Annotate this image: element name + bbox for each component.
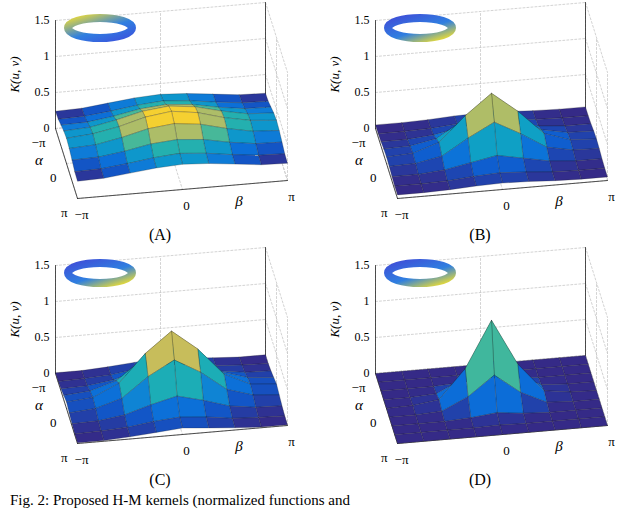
- svg-text:α: α: [355, 397, 364, 413]
- svg-text:0: 0: [370, 170, 377, 185]
- svg-text:0: 0: [44, 366, 50, 380]
- svg-text:0: 0: [370, 415, 377, 430]
- svg-text:1.5: 1.5: [355, 13, 370, 27]
- svg-text:−π: −π: [75, 207, 89, 222]
- svg-text:π: π: [608, 189, 615, 204]
- svg-text:−π: −π: [32, 135, 46, 150]
- svg-text:1: 1: [44, 294, 50, 308]
- svg-text:β: β: [554, 438, 563, 454]
- svg-text:π: π: [61, 205, 68, 220]
- svg-text:0: 0: [364, 366, 370, 380]
- svg-text:β: β: [234, 193, 243, 209]
- svg-text:−π: −π: [395, 452, 409, 467]
- html-text:(B): (B): [469, 226, 491, 243]
- svg-text:0: 0: [50, 415, 57, 430]
- svg-text:−π: −π: [352, 135, 366, 150]
- svg-text:0: 0: [44, 121, 50, 135]
- svg-text:0: 0: [364, 121, 370, 135]
- svg-text:1: 1: [364, 294, 370, 308]
- svg-text:−π: −π: [32, 380, 46, 395]
- svg-text:0: 0: [183, 198, 190, 213]
- svg-text:K(u, v): K(u, v): [7, 56, 22, 93]
- svg-text:0: 0: [183, 443, 190, 458]
- svg-text:0.5: 0.5: [355, 330, 370, 344]
- svg-text:π: π: [381, 450, 388, 465]
- svg-text:π: π: [288, 434, 295, 449]
- html-text:Fig. 2: Proposed H-M kernels (: Fig. 2: Proposed H-M kernels (normalized…: [10, 492, 350, 508]
- svg-text:π: π: [381, 205, 388, 220]
- svg-text:π: π: [288, 189, 295, 204]
- svg-text:π: π: [61, 450, 68, 465]
- html-text:(C): (C): [149, 471, 171, 488]
- svg-text:0: 0: [503, 198, 510, 213]
- svg-text:K(u, v): K(u, v): [327, 56, 342, 93]
- svg-text:1: 1: [364, 49, 370, 63]
- svg-text:−π: −π: [395, 207, 409, 222]
- svg-text:β: β: [554, 193, 563, 209]
- svg-text:0.5: 0.5: [35, 330, 50, 344]
- svg-text:β: β: [234, 438, 243, 454]
- svg-text:α: α: [355, 152, 364, 168]
- svg-text:0: 0: [50, 170, 57, 185]
- svg-text:K(u, v): K(u, v): [327, 301, 342, 338]
- svg-text:1: 1: [44, 49, 50, 63]
- svg-text:α: α: [35, 397, 44, 413]
- svg-text:K(u, v): K(u, v): [7, 301, 22, 338]
- html-text:(D): (D): [468, 471, 492, 488]
- svg-text:α: α: [35, 152, 44, 168]
- svg-text:0: 0: [503, 443, 510, 458]
- svg-text:π: π: [608, 434, 615, 449]
- svg-text:1.5: 1.5: [355, 258, 370, 272]
- svg-text:0.5: 0.5: [355, 85, 370, 99]
- svg-text:1.5: 1.5: [35, 258, 50, 272]
- html-text:(A): (A): [148, 226, 172, 243]
- svg-text:0.5: 0.5: [35, 85, 50, 99]
- svg-text:−π: −π: [352, 380, 366, 395]
- svg-text:−π: −π: [75, 452, 89, 467]
- svg-text:1.5: 1.5: [35, 13, 50, 27]
